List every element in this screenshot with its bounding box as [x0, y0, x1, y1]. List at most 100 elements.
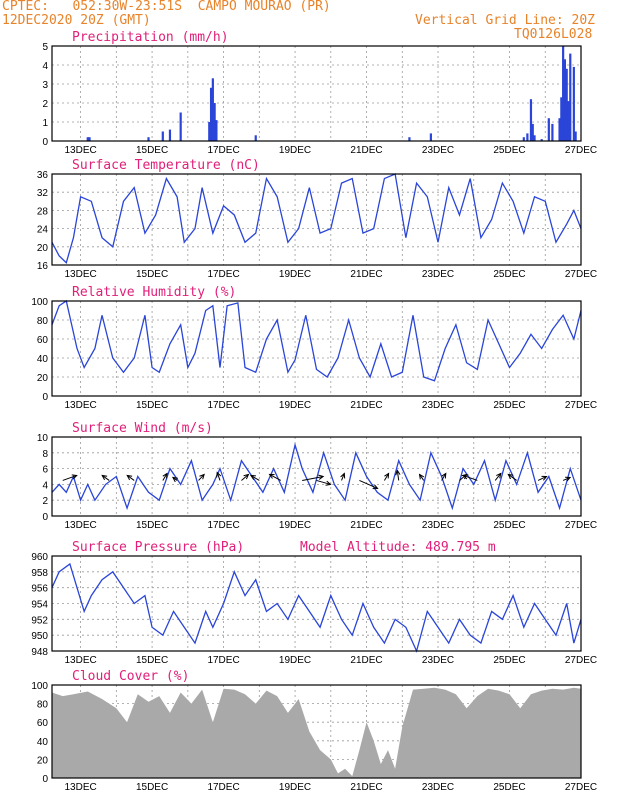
- precip-bar: [547, 118, 550, 141]
- y-tick-label: 100: [31, 681, 48, 692]
- wind-arrow: [126, 475, 135, 481]
- wind-arrow: [269, 474, 281, 481]
- y-tick-label: 40: [37, 737, 49, 748]
- y-tick-label: 0: [42, 774, 48, 785]
- wind-arrow-head: [507, 473, 514, 480]
- precip-bar: [572, 66, 575, 141]
- y-tick-label: 10: [37, 433, 49, 444]
- y-tick-label: 20: [37, 243, 49, 254]
- precip-bar: [168, 129, 172, 141]
- x-tick-label: 13DEC: [64, 145, 96, 156]
- x-tick-label: 23DEC: [422, 269, 454, 280]
- y-tick-label: 960: [31, 552, 48, 563]
- precip-bar: [540, 139, 543, 141]
- precip-bar: [563, 59, 567, 141]
- precip-bar: [86, 137, 89, 141]
- precip-bar: [147, 137, 150, 141]
- source-label: CPTEC:: [2, 0, 49, 14]
- wind-arrow-head: [171, 476, 178, 483]
- x-tick-label: 25DEC: [493, 400, 525, 411]
- panel-frame: [51, 555, 582, 652]
- y-tick-label: 3: [42, 80, 48, 91]
- panel-title: Surface Temperature (nC): [72, 158, 260, 173]
- precip-bar: [562, 46, 565, 141]
- panel-title: Precipitation (mm/h): [72, 30, 229, 45]
- y-tick-label: 100: [31, 297, 48, 308]
- x-tick-label: 21DEC: [350, 520, 382, 531]
- y-tick-label: 60: [37, 335, 49, 346]
- x-tick-label: 13DEC: [64, 269, 96, 280]
- precip-bar: [211, 78, 214, 141]
- precip-bar: [565, 68, 568, 141]
- wind-arrow-head: [318, 474, 325, 480]
- panel-frame: [51, 436, 582, 517]
- precip-bar: [560, 97, 563, 141]
- wind-arrow-head: [340, 472, 346, 479]
- run-time: 12DEC2020 20Z (GMT): [2, 13, 151, 28]
- y-tick-label: 5: [42, 42, 48, 53]
- panel-title: Surface Pressure (hPa): [72, 540, 244, 555]
- x-tick-label: 17DEC: [207, 655, 239, 666]
- y-tick-label: 0: [42, 137, 48, 148]
- x-tick-label: 21DEC: [350, 145, 382, 156]
- y-tick-label: 16: [37, 261, 49, 272]
- x-tick-label: 19DEC: [279, 269, 311, 280]
- panel-title: Surface Wind (m/s): [72, 421, 213, 436]
- y-tick-label: 950: [31, 631, 48, 642]
- y-tick-label: 20: [37, 755, 49, 766]
- wind-arrow: [162, 473, 168, 481]
- x-tick-label: 17DEC: [207, 400, 239, 411]
- y-tick-label: 20: [37, 373, 49, 384]
- x-tick-label: 19DEC: [279, 782, 311, 793]
- wind-arrow: [383, 473, 390, 481]
- precip-bar: [408, 137, 411, 141]
- station-name: CAMPO MOURAO (PR): [197, 0, 331, 14]
- y-tick-label: 0: [42, 512, 48, 523]
- wind-arrow-head: [249, 474, 256, 480]
- x-tick-label: 19DEC: [279, 145, 311, 156]
- wind-arrow: [302, 475, 324, 481]
- x-tick-label: 27DEC: [565, 145, 597, 156]
- wind-arrow: [250, 475, 260, 481]
- panel-frame: [51, 300, 582, 397]
- y-tick-label: 956: [31, 584, 48, 595]
- x-tick-label: 21DEC: [350, 400, 382, 411]
- y-tick-label: 24: [37, 225, 49, 236]
- wind-arrow-head: [243, 473, 250, 480]
- x-tick-label: 25DEC: [493, 782, 525, 793]
- x-tick-label: 17DEC: [207, 782, 239, 793]
- x-tick-label: 15DEC: [136, 145, 168, 156]
- y-tick-label: 958: [31, 568, 48, 579]
- x-tick-label: 13DEC: [64, 520, 96, 531]
- x-tick-label: 17DEC: [207, 520, 239, 531]
- precip-bar: [208, 122, 211, 141]
- x-tick-label: 19DEC: [279, 400, 311, 411]
- precip-bar: [567, 101, 570, 141]
- x-tick-label: 27DEC: [565, 655, 597, 666]
- y-tick-label: 80: [37, 316, 49, 327]
- panel-title: Relative Humidity (%): [72, 285, 236, 300]
- y-tick-label: 952: [31, 615, 48, 626]
- x-tick-label: 23DEC: [422, 782, 454, 793]
- x-tick-label: 25DEC: [493, 145, 525, 156]
- y-tick-label: 948: [31, 647, 48, 658]
- panel-frame: [51, 684, 582, 779]
- y-tick-label: 1: [42, 118, 48, 129]
- y-tick-label: 4: [42, 61, 48, 72]
- wind-arrow: [216, 472, 221, 481]
- wind-arrow-head: [565, 476, 572, 482]
- precip-bar: [429, 133, 432, 141]
- wind-arrow-head: [418, 473, 425, 480]
- precip-bar: [529, 99, 533, 141]
- precip-bar: [213, 103, 216, 141]
- x-tick-label: 19DEC: [279, 520, 311, 531]
- wind-arrow-head: [199, 473, 205, 480]
- wind-arrow-head: [162, 472, 168, 479]
- x-tick-label: 23DEC: [422, 520, 454, 531]
- y-tick-label: 2: [42, 99, 48, 110]
- panel-title: Cloud Cover (%): [72, 669, 189, 684]
- wind-arrow: [419, 474, 425, 481]
- x-tick-label: 27DEC: [565, 520, 597, 531]
- x-tick-label: 15DEC: [136, 782, 168, 793]
